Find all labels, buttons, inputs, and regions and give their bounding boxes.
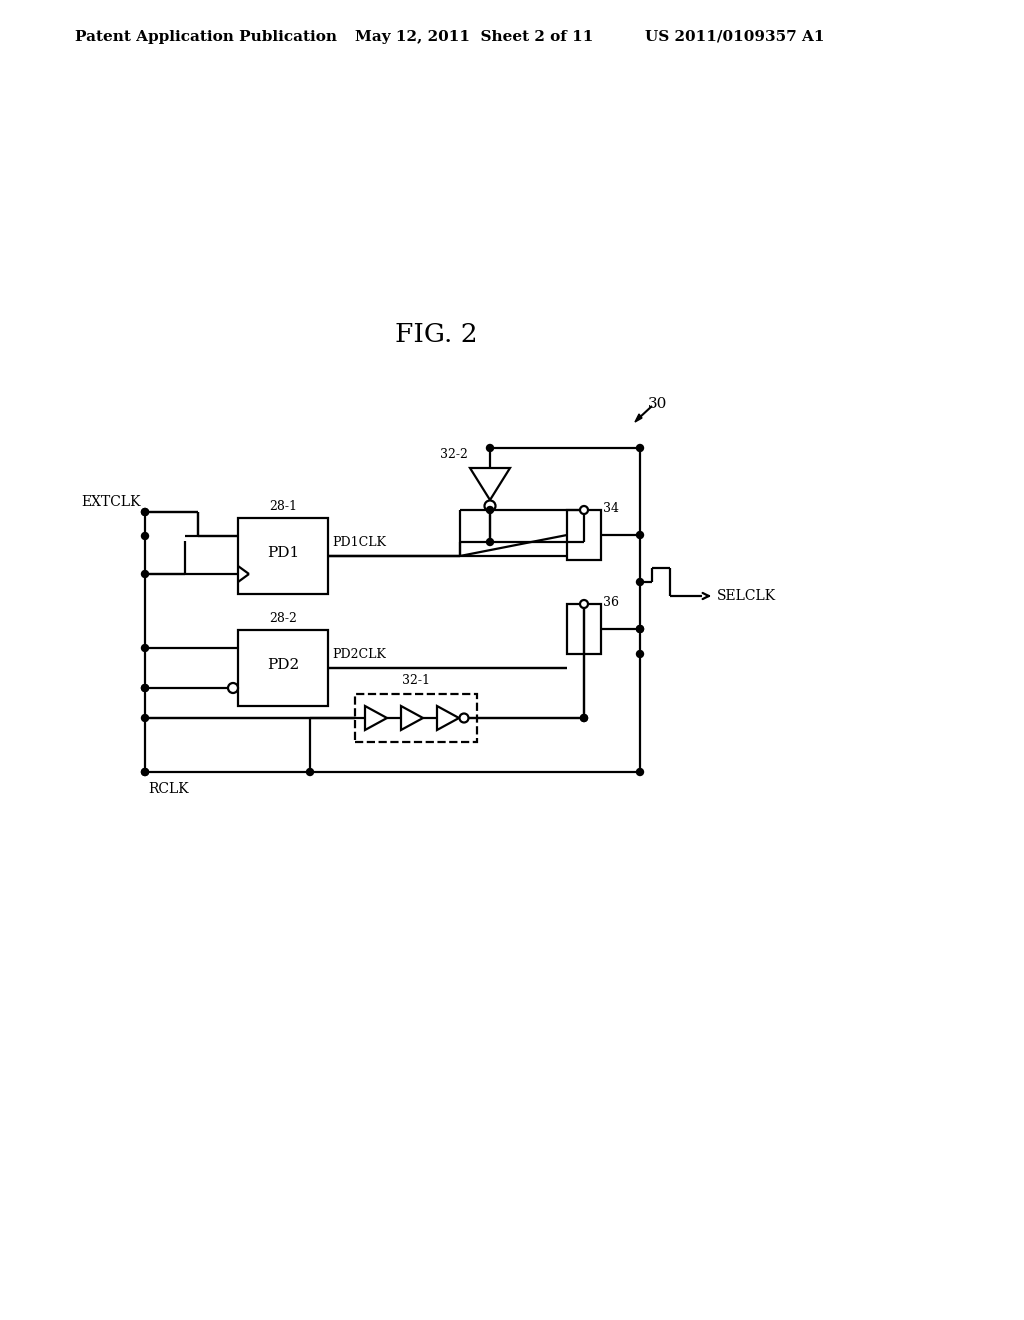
Text: RCLK: RCLK <box>148 781 188 796</box>
Text: PD1: PD1 <box>267 546 299 560</box>
Text: Patent Application Publication: Patent Application Publication <box>75 30 337 44</box>
Circle shape <box>486 507 494 513</box>
Text: PD2CLK: PD2CLK <box>332 648 386 661</box>
Text: US 2011/0109357 A1: US 2011/0109357 A1 <box>645 30 824 44</box>
Text: 32-1: 32-1 <box>402 675 430 688</box>
Circle shape <box>637 578 643 586</box>
Circle shape <box>228 682 238 693</box>
Circle shape <box>141 532 148 540</box>
Circle shape <box>141 685 148 692</box>
Text: 30: 30 <box>648 397 668 411</box>
Circle shape <box>141 768 148 776</box>
Circle shape <box>141 508 148 516</box>
Circle shape <box>581 714 588 722</box>
Text: FIG. 2: FIG. 2 <box>395 322 477 347</box>
Bar <box>567 605 601 653</box>
Polygon shape <box>365 706 387 730</box>
Text: PD1CLK: PD1CLK <box>332 536 386 549</box>
Circle shape <box>141 508 148 516</box>
Text: 36: 36 <box>603 595 618 609</box>
Circle shape <box>637 768 643 776</box>
Text: 32-2: 32-2 <box>440 447 468 461</box>
Polygon shape <box>437 706 459 730</box>
Bar <box>567 510 601 560</box>
Circle shape <box>637 626 643 632</box>
Circle shape <box>141 685 148 692</box>
Circle shape <box>141 714 148 722</box>
Circle shape <box>637 532 643 539</box>
Text: PD2: PD2 <box>267 657 299 672</box>
Text: EXTCLK: EXTCLK <box>82 495 141 510</box>
Text: May 12, 2011  Sheet 2 of 11: May 12, 2011 Sheet 2 of 11 <box>355 30 593 44</box>
Circle shape <box>637 651 643 657</box>
Polygon shape <box>470 469 510 500</box>
Polygon shape <box>635 414 642 422</box>
Circle shape <box>581 714 588 722</box>
Circle shape <box>637 626 643 632</box>
Circle shape <box>141 768 148 776</box>
Circle shape <box>486 539 494 545</box>
Text: 34: 34 <box>603 502 618 515</box>
Circle shape <box>141 644 148 652</box>
Circle shape <box>484 500 496 511</box>
Circle shape <box>580 506 588 513</box>
Text: 28-2: 28-2 <box>269 612 297 626</box>
Text: SELCLK: SELCLK <box>717 589 776 603</box>
Circle shape <box>141 570 148 578</box>
Bar <box>355 694 477 742</box>
Circle shape <box>486 445 494 451</box>
Circle shape <box>637 445 643 451</box>
Bar <box>238 630 328 706</box>
Bar <box>238 517 328 594</box>
Circle shape <box>460 714 469 722</box>
Circle shape <box>306 768 313 776</box>
Polygon shape <box>401 706 423 730</box>
Circle shape <box>580 601 588 609</box>
Text: 28-1: 28-1 <box>269 500 297 513</box>
